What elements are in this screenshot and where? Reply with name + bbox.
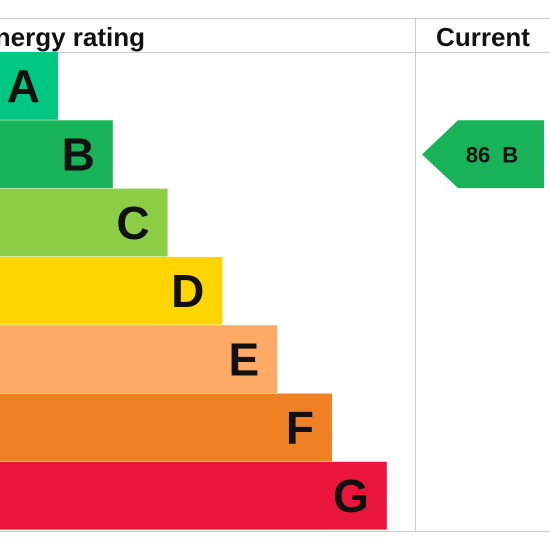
rating-header: Energy rating <box>0 22 145 52</box>
current-rating: 86 B <box>466 142 518 167</box>
current-band: B <box>502 142 518 167</box>
band-bar <box>0 188 168 257</box>
current-score: 86 <box>466 142 490 167</box>
band-bar <box>0 393 332 462</box>
band-bar <box>0 120 113 189</box>
band-letter: A <box>7 60 40 112</box>
band-bar <box>0 461 387 530</box>
band-letter: E <box>229 333 260 385</box>
band-bar <box>0 256 223 325</box>
band-letter: F <box>286 402 314 454</box>
band-letter: C <box>116 197 149 249</box>
band-letter: B <box>62 128 95 180</box>
current-arrow <box>422 120 544 189</box>
band-letter: D <box>171 265 204 317</box>
current-header: Current <box>436 22 530 52</box>
band-bar <box>0 52 58 120</box>
band-letter: G <box>333 470 369 522</box>
band-bar <box>0 325 278 393</box>
